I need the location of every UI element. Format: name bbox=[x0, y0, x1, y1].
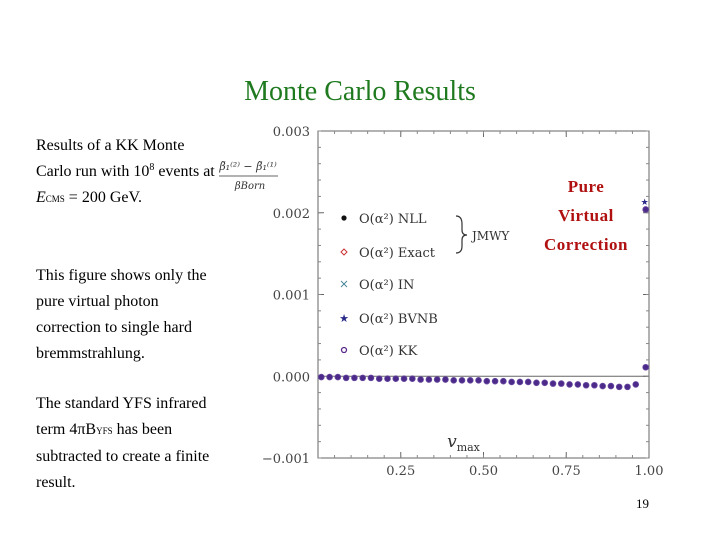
legend-marker-circle bbox=[340, 346, 348, 354]
para3-rest: has been subtracted to create a finite r… bbox=[36, 421, 210, 491]
legend-marker-diamond bbox=[340, 248, 348, 256]
data-point bbox=[624, 383, 631, 391]
slide-title: Monte Carlo Results bbox=[244, 76, 476, 107]
paragraph-figure-description: This figure shows only the pure virtual … bbox=[36, 267, 207, 362]
x-tick-label: 0.25 bbox=[386, 464, 415, 479]
data-point bbox=[566, 381, 573, 388]
page-number: 19 bbox=[636, 496, 649, 511]
data-point bbox=[351, 374, 358, 382]
para1-text: Results of a KK Monte Carlo run with 10 bbox=[36, 137, 185, 180]
legend-marker-cross bbox=[340, 280, 348, 288]
legend-label: O(α²) Exact bbox=[359, 246, 436, 261]
data-point bbox=[466, 377, 474, 384]
data-point bbox=[582, 381, 590, 389]
data-point bbox=[326, 373, 333, 381]
x-tick-label: 0.75 bbox=[552, 464, 581, 479]
data-point bbox=[574, 381, 582, 388]
y-tick-label: −0.001 bbox=[262, 452, 310, 467]
pure-line-2: Virtual bbox=[558, 206, 614, 225]
data-point bbox=[500, 377, 507, 385]
y-tick-label: 0.000 bbox=[273, 370, 310, 385]
legend-label: O(α²) KK bbox=[359, 344, 418, 359]
pure-line-3: Correction bbox=[544, 235, 628, 254]
data-point bbox=[318, 373, 325, 381]
data-point bbox=[442, 376, 449, 383]
data-point bbox=[384, 375, 391, 383]
legend-marker-star: ★ bbox=[339, 312, 349, 325]
para1-events: events at bbox=[154, 163, 215, 180]
y-tick-label: 0.001 bbox=[273, 289, 310, 304]
para1-energy-value: = 200 GeV. bbox=[64, 189, 142, 206]
data-point bbox=[359, 374, 366, 382]
pure-line-1: Pure bbox=[567, 177, 605, 196]
data-point bbox=[508, 378, 515, 386]
data-point bbox=[392, 375, 400, 383]
data-point bbox=[375, 375, 383, 383]
y-axis-label-denominator: βBorn bbox=[234, 181, 265, 192]
data-point bbox=[591, 381, 598, 389]
data-point bbox=[367, 374, 375, 382]
legend-label: O(α²) BVNB bbox=[359, 312, 438, 327]
data-point bbox=[342, 374, 350, 382]
y-tick-label: 0.003 bbox=[273, 125, 310, 140]
y-axis-label-numerator: β̃₁⁽²⁾ − β̃₁⁽¹⁾ bbox=[218, 160, 277, 173]
legend-label: O(α²) NLL bbox=[359, 212, 427, 227]
pure-virtual-label: Pure Virtual Correction bbox=[530, 172, 642, 259]
data-point bbox=[632, 381, 640, 388]
data-point bbox=[642, 363, 649, 371]
data-point bbox=[450, 377, 458, 384]
paragraph-run-description: Results of a KK Monte Carlo run with 108… bbox=[36, 133, 221, 212]
data-point bbox=[409, 375, 416, 383]
data-point bbox=[516, 378, 524, 386]
para1-energy-sub: CMS bbox=[45, 194, 65, 204]
para1-exponent: 8 bbox=[149, 162, 155, 173]
brace-label: JMWY bbox=[470, 229, 510, 243]
legend-marker-dot bbox=[341, 215, 347, 221]
data-point bbox=[549, 380, 557, 387]
para1-energy-var: E bbox=[36, 189, 46, 206]
data-point bbox=[400, 375, 408, 383]
legend-label: O(α²) IN bbox=[359, 278, 414, 293]
data-point bbox=[483, 377, 491, 385]
data-point bbox=[334, 373, 342, 381]
data-point bbox=[433, 376, 441, 383]
data-point bbox=[557, 380, 565, 387]
x-tick-label: 0.50 bbox=[469, 464, 498, 479]
data-point bbox=[599, 382, 606, 390]
para3-text: The standard YFS infrared term 4πB bbox=[36, 395, 207, 438]
data-point bbox=[524, 378, 532, 386]
x-axis-label: vmax bbox=[447, 432, 481, 454]
brace bbox=[455, 215, 468, 254]
data-point bbox=[607, 382, 615, 390]
data-point bbox=[458, 377, 466, 384]
data-point bbox=[491, 377, 499, 385]
outlier-star-marker: ★ bbox=[641, 198, 649, 208]
data-point bbox=[533, 379, 540, 387]
data-point bbox=[417, 376, 424, 383]
x-tick-label: 1.00 bbox=[635, 464, 664, 479]
y-tick-label: 0.002 bbox=[273, 207, 310, 222]
paragraph-yfs-note: The standard YFS infrared term 4πBYFS ha… bbox=[36, 391, 221, 496]
data-point bbox=[475, 377, 482, 384]
data-point bbox=[615, 383, 623, 391]
data-point bbox=[541, 379, 549, 387]
para3-sub: YFS bbox=[96, 426, 113, 436]
data-point bbox=[425, 376, 433, 383]
data-point bbox=[642, 206, 649, 213]
